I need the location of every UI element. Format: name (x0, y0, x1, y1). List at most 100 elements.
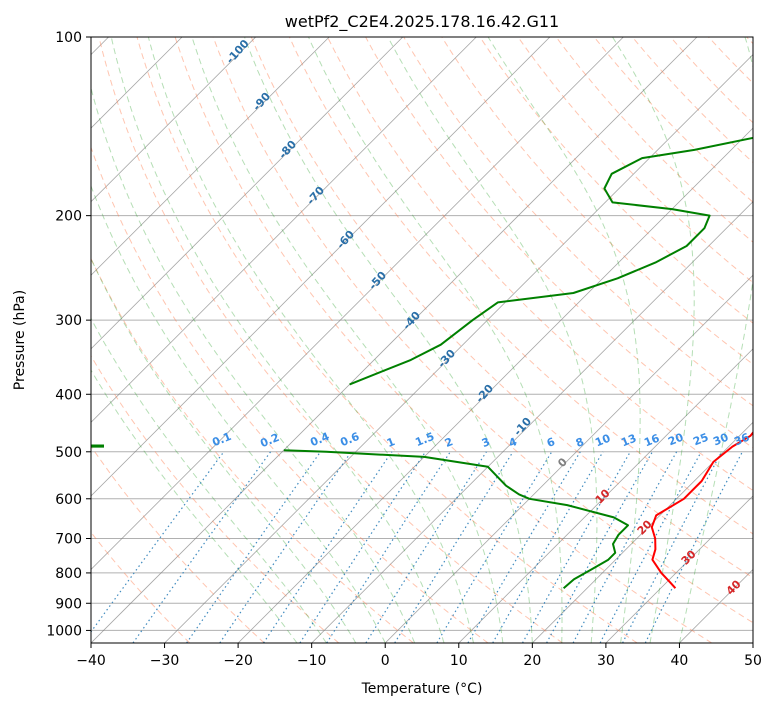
dry-adiabat-line (250, 37, 753, 579)
dry-adiabat-line (91, 257, 414, 643)
dry-adiabat-line (708, 37, 753, 84)
chart-title: wetPf2_C2E4.2025.178.16.42.G11 (285, 12, 559, 32)
moist-adiabat-label: -90 (250, 90, 273, 114)
x-tick-label: −20 (223, 653, 253, 669)
isotherm-line (91, 37, 404, 350)
dry-adiabat-label: 10 (593, 486, 613, 506)
mixing-ratio-line (132, 451, 272, 643)
moist-adiabat-line (678, 37, 753, 643)
y-tick-label: 200 (55, 209, 82, 225)
mixing-ratio-label: 1.5 (413, 430, 436, 449)
dry-adiabat-line (212, 37, 753, 624)
dewpoint-line-upper (349, 136, 753, 386)
dry-adiabat-line (91, 354, 340, 643)
temperature-line (650, 430, 753, 589)
y-tick-label: 400 (55, 387, 82, 403)
isotherm-line (91, 37, 624, 570)
mixing-ratio-line (521, 451, 631, 643)
dry-adiabat-line (403, 37, 753, 407)
mixing-ratio-label: 0.2 (258, 431, 281, 450)
isotherm-line (605, 495, 753, 643)
y-tick-label: 900 (55, 596, 82, 612)
mixing-ratio-label: 13 (619, 432, 638, 450)
isotherm-line (91, 37, 698, 643)
plot-frame (90, 36, 754, 644)
x-tick-label: 20 (523, 653, 541, 669)
y-tick-label: 500 (55, 445, 82, 461)
moist-adiabat-line (110, 37, 445, 643)
x-tick-label: −40 (76, 653, 106, 669)
moist-adiabat-line (147, 37, 474, 643)
x-tick-label: −10 (297, 653, 327, 669)
dry-adiabat-line (441, 37, 753, 365)
x-tick-label: −30 (150, 653, 180, 669)
moist-adiabat-line (487, 37, 641, 643)
y-axis-label: Pressure (hPa) (12, 290, 28, 390)
mixing-ratio-label: 16 (642, 432, 661, 450)
moist-adiabat-label: -20 (473, 382, 496, 406)
dewpoint-edge-hook (91, 444, 104, 448)
moist-adiabat-line (387, 37, 598, 643)
isotherm-line (91, 37, 477, 423)
dry-adiabat-line (365, 37, 753, 449)
mixing-ratio-label: 8 (574, 435, 586, 450)
x-axis-label: Temperature (°C) (361, 681, 483, 697)
dry-adiabat-line (327, 37, 753, 492)
moist-adiabat-line (91, 184, 386, 643)
mixing-ratio-line (326, 451, 451, 643)
mixing-ratio-line (599, 451, 702, 643)
dry-adiabat-line (479, 37, 753, 324)
x-tick-label: 0 (381, 653, 390, 669)
isotherm-line (237, 127, 753, 643)
dry-adiabat-line (593, 37, 753, 203)
mixing-ratio-line (186, 451, 321, 643)
mixing-ratio-label: 25 (691, 431, 710, 449)
isotherm-line (91, 37, 256, 203)
dry-adiabat-label: 30 (679, 547, 699, 567)
dry-adiabat-line (91, 531, 191, 643)
isotherm-line (91, 37, 551, 497)
x-axis: −40 −30 −20 −10 0 10 20 30 40 50 (76, 643, 762, 669)
mixing-ratio-label: 30 (711, 431, 730, 449)
dry-adiabat-line (517, 37, 753, 284)
y-tick-label: 100 (55, 30, 82, 46)
mixing-ratio-line (365, 451, 487, 643)
moist-adiabat-line (244, 37, 533, 643)
dry-adiabat-line (288, 37, 753, 535)
mixing-ratio-label: 36 (732, 431, 751, 449)
isotherm-line (458, 348, 753, 643)
mixing-ratio-line (299, 451, 426, 643)
moist-adiabat-label: -70 (304, 184, 327, 208)
mixing-ratio-line (91, 451, 225, 633)
moist-adiabat-line (191, 37, 504, 643)
mixing-ratio-label: 0.1 (210, 430, 233, 449)
moist-adiabat-label: -60 (334, 228, 357, 252)
dry-adiabat-line (631, 37, 753, 164)
y-axis: 100 200 300 400 500 600 700 800 900 1000 (46, 30, 91, 639)
dry-adiabat-line (91, 146, 489, 643)
dry-adiabat-label: 20 (635, 517, 655, 537)
moist-adiabat-label: -10 (511, 415, 534, 439)
dry-adiabat-line (98, 37, 563, 643)
moist-adiabat-line (91, 369, 298, 643)
dry-adiabat-line (174, 37, 713, 643)
isotherm-line (311, 201, 753, 643)
mixing-ratio-line (219, 451, 352, 643)
moist-adiabat-line (91, 86, 416, 643)
mixing-ratio-label: 0.4 (308, 430, 331, 449)
mixing-ratio-line (467, 451, 581, 643)
moist-adiabat-label: -80 (276, 138, 299, 162)
mixing-ratio-line (394, 451, 514, 643)
x-tick-label: 30 (597, 653, 615, 669)
moist-adiabat-label: -50 (366, 269, 389, 293)
mixing-ratio-label: 10 (593, 432, 612, 450)
dry-adiabat-line (91, 445, 265, 643)
x-tick-label: 50 (744, 653, 762, 669)
dewpoint-line-lower (283, 449, 629, 589)
mixing-ratio-label: 0.6 (338, 430, 361, 449)
mixing-ratio-label: 20 (666, 431, 685, 449)
mixing-ratio-label: 6 (545, 435, 557, 450)
isotherm-line (532, 421, 753, 643)
mixing-ratio-line (572, 451, 678, 643)
y-tick-label: 300 (55, 313, 82, 329)
